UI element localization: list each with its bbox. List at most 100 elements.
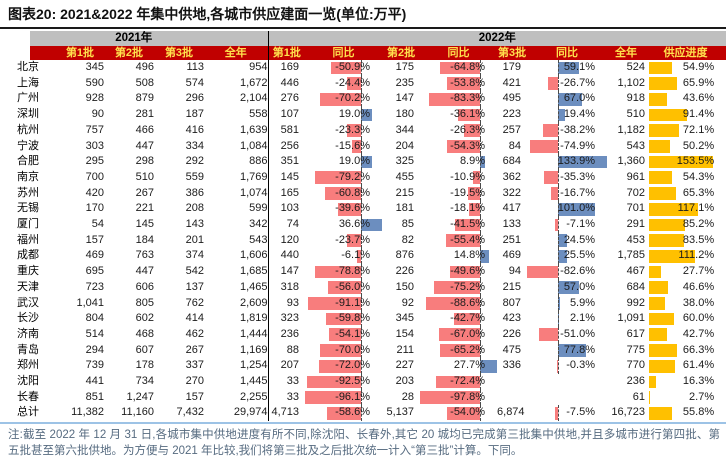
value-cell: 1,254 xyxy=(204,358,268,374)
yoy-bar-cell: -83.3% xyxy=(420,91,497,107)
value-cell: 178 xyxy=(104,358,154,374)
progress-value: 42.7% xyxy=(683,327,714,343)
value-cell: 298 xyxy=(104,154,154,170)
progress-bar-cell: 91.4% xyxy=(645,107,726,123)
value-cell: 508 xyxy=(104,76,154,92)
city-name: 深圳 xyxy=(0,107,56,123)
value-cell: 154 xyxy=(382,327,420,343)
yoy-value: 24.5% xyxy=(564,233,595,249)
value-cell: 441 xyxy=(56,374,104,390)
progress-bar-cell: 65.3% xyxy=(645,186,726,202)
city-name: 无锡 xyxy=(0,201,56,217)
yoy-bar-cell: -96.1% xyxy=(305,390,382,406)
progress-value: 46.6% xyxy=(683,280,714,296)
yoy-bar-cell: 67.0% xyxy=(527,91,607,107)
value-cell: 469 xyxy=(497,248,527,264)
yoy-value: -82.6% xyxy=(560,264,595,280)
yoy-value: -10.9% xyxy=(450,170,485,186)
progress-bar xyxy=(649,140,670,153)
yoy-bar-cell: -79.2% xyxy=(305,170,382,186)
value-cell: 201 xyxy=(154,233,204,249)
value-cell: 1,465 xyxy=(204,280,268,296)
value-cell: 276 xyxy=(268,91,305,107)
yoy-bar-cell: -7.1% xyxy=(527,217,607,233)
value-cell: 147 xyxy=(382,91,420,107)
yoy-value: 77.8% xyxy=(564,343,595,359)
col-header-2021-4: 全年 xyxy=(204,46,268,60)
value-cell: 257 xyxy=(497,123,527,139)
value-cell: 475 xyxy=(497,343,527,359)
progress-bar-cell: 111.2% xyxy=(645,248,726,264)
value-cell: 11,160 xyxy=(104,405,154,421)
progress-bar-cell: 42.7% xyxy=(645,327,726,343)
value-cell: 143 xyxy=(154,217,204,233)
yoy-value: -0.3% xyxy=(566,358,595,374)
yoy-value: 101.0% xyxy=(558,201,595,217)
yoy-bar-cell: 77.8% xyxy=(527,343,607,359)
value-cell: 700 xyxy=(56,170,104,186)
bar-axis xyxy=(558,296,559,312)
value-cell: 223 xyxy=(497,107,527,123)
value-cell: 446 xyxy=(268,76,305,92)
yoy-bar-cell: -35.3% xyxy=(527,170,607,186)
yoy-value: 27.7% xyxy=(454,358,485,374)
yoy-value: -38.2% xyxy=(560,123,595,139)
yoy-bar-cell: -53.8% xyxy=(420,76,497,92)
bar-axis xyxy=(558,343,559,359)
value-cell: 775 xyxy=(607,343,645,359)
yoy-value: -35.3% xyxy=(560,170,595,186)
value-cell: 28 xyxy=(382,390,420,406)
city-name: 北京 xyxy=(0,60,56,76)
table-bottom-line xyxy=(0,422,726,424)
yoy-bar-cell: -70.2% xyxy=(305,91,382,107)
value-cell: 542 xyxy=(154,264,204,280)
value-cell: 236 xyxy=(268,327,305,343)
progress-bar-cell: 50.2% xyxy=(645,139,726,155)
value-cell: 145 xyxy=(268,170,305,186)
value-cell: 954 xyxy=(204,60,268,76)
yoy-value: -91.1% xyxy=(335,296,370,312)
progress-bar xyxy=(649,281,668,294)
value-cell: 221 xyxy=(104,201,154,217)
yoy-bar-cell: -74.9% xyxy=(527,139,607,155)
yoy-bar-cell: -56.0% xyxy=(305,280,382,296)
progress-bar-cell: 16.3% xyxy=(645,374,726,390)
progress-bar xyxy=(649,124,679,137)
yoy-bar-cell: 25.5% xyxy=(527,248,607,264)
yoy-bar-cell: -91.1% xyxy=(305,296,382,312)
yoy-value: 59.1% xyxy=(564,60,595,76)
yoy-bar-cell: -82.6% xyxy=(527,264,607,280)
value-cell: 92 xyxy=(382,296,420,312)
value-cell: 684 xyxy=(607,280,645,296)
value-cell: 170 xyxy=(56,201,104,217)
city-name: 杭州 xyxy=(0,123,56,139)
value-cell: 606 xyxy=(104,280,154,296)
value-cell: 918 xyxy=(607,91,645,107)
bar-axis xyxy=(558,405,559,421)
progress-bar xyxy=(649,360,675,373)
city-name: 青岛 xyxy=(0,343,56,359)
value-cell: 543 xyxy=(607,139,645,155)
yoy-value: -64.8% xyxy=(450,60,485,76)
yoy-value: 36.6% xyxy=(339,217,370,233)
value-cell: 514 xyxy=(56,327,104,343)
value-cell: 599 xyxy=(204,201,268,217)
value-cell: 113 xyxy=(154,60,204,76)
value-cell: 1,639 xyxy=(204,123,268,139)
value-cell: 90 xyxy=(56,107,104,123)
value-cell: 468 xyxy=(104,327,154,343)
value-cell: 2,609 xyxy=(204,296,268,312)
value-cell: 54 xyxy=(56,217,104,233)
progress-value: 54.3% xyxy=(683,170,714,186)
yoy-value: 19.0% xyxy=(339,107,370,123)
progress-value: 50.2% xyxy=(683,139,714,155)
value-cell: 235 xyxy=(382,76,420,92)
value-cell: 684 xyxy=(497,154,527,170)
yoy-bar-cell: -72.4% xyxy=(420,374,497,390)
value-cell: 421 xyxy=(497,76,527,92)
value-cell: 94 xyxy=(497,264,527,280)
